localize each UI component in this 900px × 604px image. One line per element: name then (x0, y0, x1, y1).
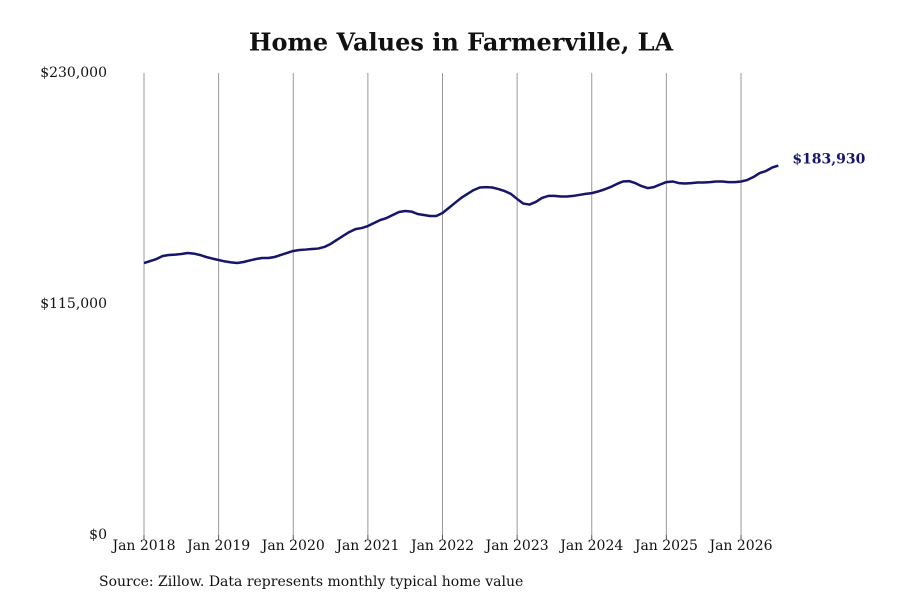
x-tick-label: Jan 2018 (110, 538, 175, 554)
x-tick-label: Jan 2021 (334, 538, 399, 554)
x-tick-label: Jan 2023 (484, 538, 549, 554)
x-tick-label: Jan 2019 (185, 538, 250, 554)
source-note: Source: Zillow. Data represents monthly … (99, 574, 523, 590)
y-tick-label: $230,000 (40, 65, 107, 81)
data-label: $183,930 (792, 152, 865, 168)
x-tick-label: Jan 2024 (558, 538, 623, 554)
x-tick-label: Jan 2026 (707, 538, 772, 554)
y-tick-label: $0 (89, 527, 107, 543)
x-tick-label: Jan 2020 (260, 538, 325, 554)
y-tick-label: $115,000 (40, 296, 107, 312)
x-tick-label: Jan 2025 (633, 538, 698, 554)
line-series (143, 164, 779, 265)
x-tick-label: Jan 2022 (409, 538, 474, 554)
chart-title: Home Values in Farmerville, LA (249, 28, 674, 57)
